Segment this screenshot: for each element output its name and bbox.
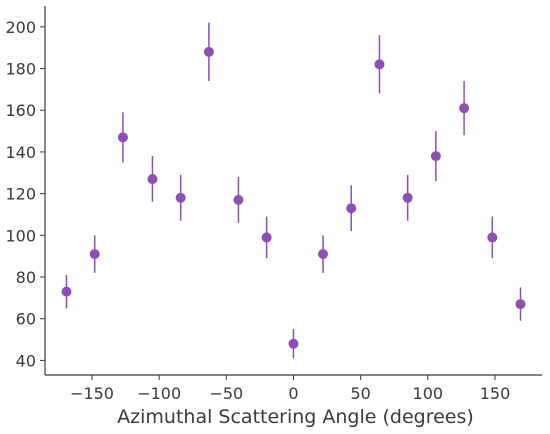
y-tick-label: 100 — [5, 226, 36, 245]
data-point — [61, 286, 72, 297]
data-point — [346, 203, 357, 214]
x-tick-label: −100 — [137, 384, 181, 403]
y-tick-label: 200 — [5, 18, 36, 37]
data-point — [147, 174, 158, 185]
y-axis-ticks: 40 60 80 100 120 140 160 180 200 — [5, 18, 45, 370]
data-point — [318, 249, 329, 260]
plot-area — [61, 22, 526, 359]
x-tick-label: −50 — [209, 384, 243, 403]
y-tick-label: 60 — [16, 310, 36, 329]
x-tick-label: 150 — [480, 384, 511, 403]
y-tick-label: 180 — [5, 60, 36, 79]
data-point — [89, 249, 100, 260]
data-point — [233, 194, 244, 205]
y-tick-label: 120 — [5, 185, 36, 204]
x-tick-label: 0 — [288, 384, 298, 403]
data-point — [487, 232, 498, 243]
data-point — [203, 46, 214, 57]
y-tick-label: 40 — [16, 351, 36, 370]
x-axis-label: Azimuthal Scattering Angle (degrees) — [117, 406, 474, 428]
y-tick-label: 140 — [5, 143, 36, 162]
data-point — [430, 151, 441, 162]
data-point — [459, 103, 470, 114]
data-point — [402, 192, 413, 203]
x-tick-label: 100 — [413, 384, 444, 403]
x-tick-label: −150 — [70, 384, 114, 403]
y-tick-label: 80 — [16, 268, 36, 287]
data-point — [515, 299, 526, 310]
x-axis-ticks: −150 −100 −50 0 50 100 150 — [70, 375, 510, 403]
data-point — [261, 232, 272, 243]
data-point — [288, 338, 299, 349]
x-tick-label: 50 — [350, 384, 370, 403]
data-point — [117, 132, 128, 143]
data-point — [175, 192, 186, 203]
y-tick-label: 160 — [5, 101, 36, 120]
data-point — [374, 59, 385, 70]
